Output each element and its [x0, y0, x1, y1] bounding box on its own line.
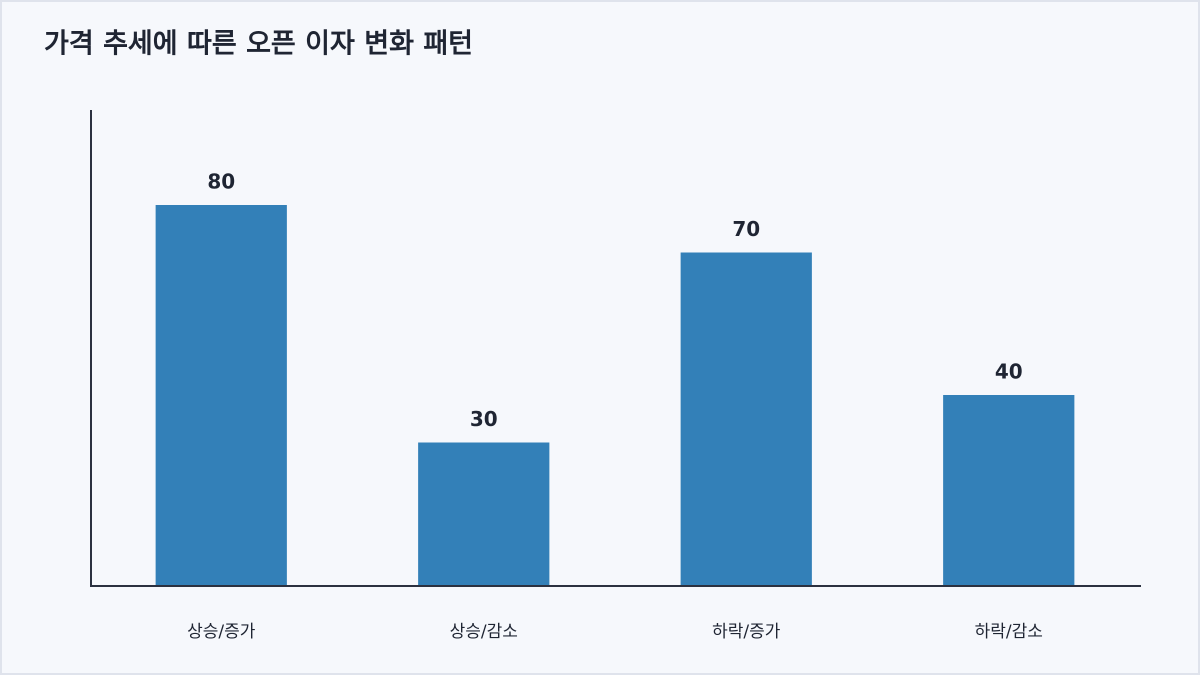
x-tick-label: 상승/증가 — [187, 622, 256, 642]
x-tick-label: 하락/증가 — [712, 622, 781, 642]
bar — [418, 442, 550, 585]
bar — [680, 252, 812, 585]
chart-title: 가격 추세에 따른 오픈 이자 변화 패턴 — [44, 29, 473, 60]
value-label: 80 — [207, 170, 235, 194]
x-tick-label: 상승/감소 — [450, 622, 518, 642]
value-label: 30 — [470, 407, 498, 431]
value-label: 70 — [732, 217, 760, 241]
bar — [155, 205, 287, 585]
bar — [943, 395, 1075, 585]
x-tick-label: 하락/감소 — [975, 622, 1043, 642]
value-label: 40 — [995, 360, 1023, 384]
